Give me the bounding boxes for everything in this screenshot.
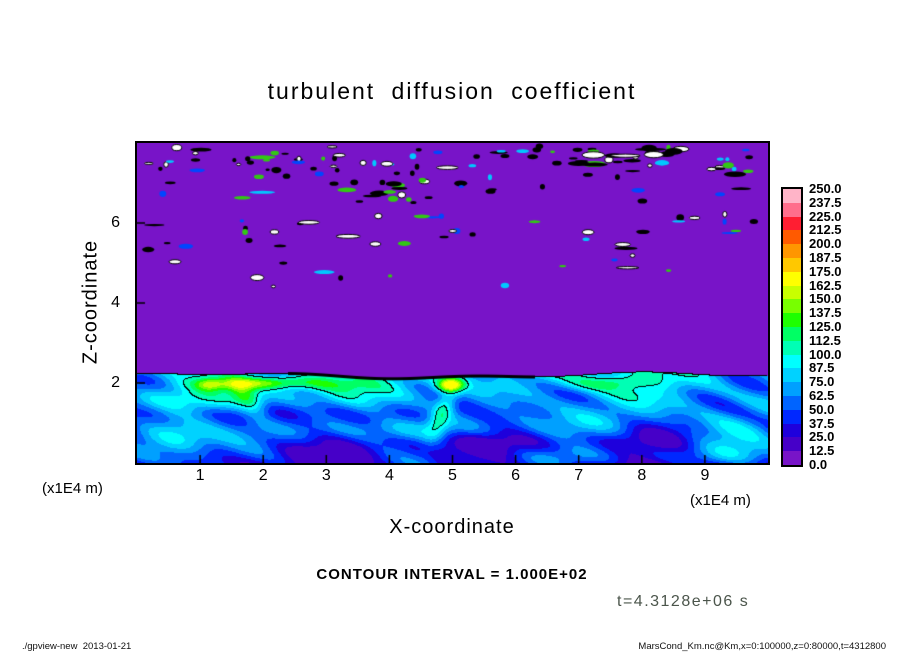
colorbar-tick-label: 200.0 xyxy=(809,236,842,252)
x-tick-label: 6 xyxy=(511,467,521,484)
colorbar-band xyxy=(783,437,801,452)
contour-field-canvas xyxy=(137,143,768,463)
time-label: t=4.3128e+06 s xyxy=(617,593,750,610)
y-axis-unit: (x1E4 m) xyxy=(42,480,103,497)
colorbar-band xyxy=(783,271,801,286)
colorbar-tick-label: 125.0 xyxy=(809,319,842,334)
colorbar-tick-label: 0.0 xyxy=(809,457,828,472)
colorbar-tick-label: 25.0 xyxy=(809,429,835,445)
x-tick-label: 3 xyxy=(321,467,331,484)
colorbar-band xyxy=(783,451,801,465)
colorbar-tick-label: 162.5 xyxy=(809,277,842,293)
colorbar-tick-label: 62.5 xyxy=(809,388,835,403)
colorbar-tick-label: 37.5 xyxy=(809,415,835,431)
footer-left: ./gpview-new 2013-01-21 xyxy=(22,641,132,652)
x-tick-label: 9 xyxy=(700,467,710,484)
x-tick-labels: 1 2 3 4 5 6 7 8 9 xyxy=(137,467,768,487)
colorbar-band xyxy=(783,368,801,383)
colorbar-band xyxy=(783,230,801,245)
x-axis-label: X-coordinate xyxy=(389,516,515,538)
colorbar-tick-label: 12.5 xyxy=(809,443,835,459)
colorbar-tick-label: 87.5 xyxy=(809,360,835,376)
colorbar-band xyxy=(783,395,801,410)
colorbar-tick-label: 175.0 xyxy=(809,263,842,279)
colorbar-band xyxy=(783,285,801,300)
footer-right: MarsCond_Km.nc@Km,x=0:100000,z=0:80000,t… xyxy=(638,641,886,652)
colorbar-labels: 250.0 237.5 225.0 212.5 200.0 187.5 175.0 162.5… xyxy=(809,182,864,472)
colorbar-band xyxy=(783,202,801,217)
x-tick-label: 7 xyxy=(574,467,584,484)
colorbar-tick-label: 100.0 xyxy=(809,346,842,362)
colorbar-band xyxy=(783,216,801,231)
colorbar-band xyxy=(783,326,801,341)
colorbar-band xyxy=(783,244,801,258)
colorbar-tick-label: 237.5 xyxy=(809,194,842,210)
x-tick-label: 8 xyxy=(637,467,647,484)
colorbar-tick-label: 187.5 xyxy=(809,250,842,265)
colorbar-tick-label: 112.5 xyxy=(809,332,841,348)
colorbar-band xyxy=(783,257,801,272)
colorbar-band xyxy=(783,354,801,369)
x-tick-label: 1 xyxy=(195,467,205,484)
colorbar-band xyxy=(783,340,801,355)
colorbar-tick-label: 75.0 xyxy=(809,374,835,390)
colorbar-tick-label: 212.5 xyxy=(809,222,842,238)
x-tick-label: 5 xyxy=(448,467,457,484)
y-tick-label: 2 xyxy=(111,374,120,391)
colorbar-tick-label: 250.0 xyxy=(809,181,842,196)
x-tick-label: 2 xyxy=(258,467,268,484)
contour-interval-label: CONTOUR INTERVAL = 1.000E+02 xyxy=(316,566,588,583)
colorbar-band xyxy=(783,313,801,327)
colorbar-bands xyxy=(781,187,803,467)
y-tick-labels: 2 4 6 xyxy=(94,143,120,463)
colorbar-band xyxy=(783,189,801,203)
colorbar-tick-label: 150.0 xyxy=(809,291,842,307)
colorbar-tick-label: 50.0 xyxy=(809,401,835,417)
colorbar-tick-label: 137.5 xyxy=(809,305,842,321)
colorbar-band xyxy=(783,409,801,424)
x-tick-label: 4 xyxy=(384,467,394,484)
colorbar-tick-label: 225.0 xyxy=(809,208,842,224)
x-axis-unit: (x1E4 m) xyxy=(690,492,751,509)
colorbar: 250.0 237.5 225.0 212.5 200.0 187.5 175.0 162.5… xyxy=(781,182,871,472)
y-tick-label: 6 xyxy=(111,214,120,231)
plot-title: turbulent diffusion coefficient xyxy=(267,78,637,104)
plot-area xyxy=(135,141,770,465)
y-tick-label: 4 xyxy=(111,294,120,311)
colorbar-band xyxy=(783,299,801,314)
colorbar-band xyxy=(783,382,801,396)
colorbar-band xyxy=(783,423,801,438)
